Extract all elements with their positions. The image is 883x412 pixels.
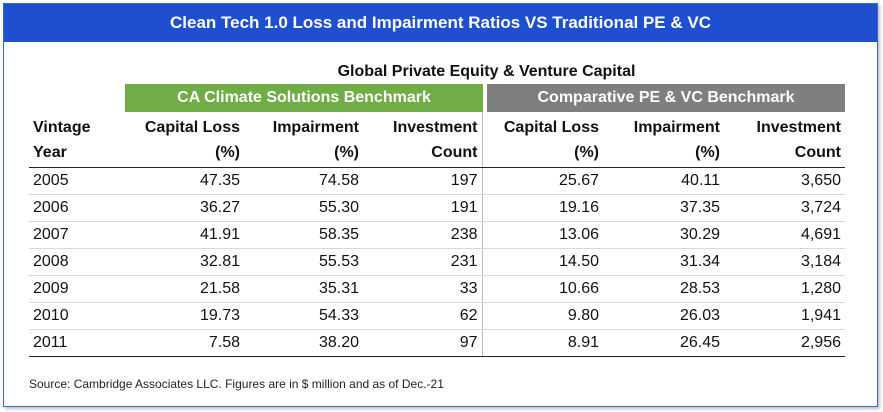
column-header-row: Vintage Year Capital Loss (%) Impairment (%) I… xyxy=(29,112,845,168)
value-cell: 97 xyxy=(363,329,482,357)
value-cell: 25.67 xyxy=(481,167,603,195)
table-row: 2010 19.73 54.33 62 9.80 26.03 1,941 xyxy=(29,302,845,330)
value-cell: 238 xyxy=(363,221,482,249)
column-header-line: (%) xyxy=(215,144,240,161)
value-cell: 9.80 xyxy=(481,302,603,330)
value-cell: 40.11 xyxy=(603,167,724,195)
value-cell: 26.45 xyxy=(603,329,724,357)
value-cell: 2,956 xyxy=(724,329,845,357)
column-header-line: Vintage xyxy=(33,119,91,136)
banner-title: Clean Tech 1.0 Loss and Impairment Ratio… xyxy=(4,4,877,42)
group-header-climate: CA Climate Solutions Benchmark xyxy=(125,84,483,112)
column-header: Impairment (%) xyxy=(603,112,724,168)
table-row: 2007 41.91 58.35 238 13.06 30.29 4,691 xyxy=(29,221,845,249)
column-header-line: Capital Loss xyxy=(144,119,240,136)
value-cell: 231 xyxy=(363,248,482,276)
value-cell: 26.03 xyxy=(603,302,724,330)
value-cell: 37.35 xyxy=(603,194,724,222)
value-cell: 7.58 xyxy=(125,329,244,357)
column-header: Impairment (%) xyxy=(244,112,363,168)
value-cell: 3,724 xyxy=(724,194,845,222)
value-cell: 197 xyxy=(363,167,482,195)
value-cell: 38.20 xyxy=(244,329,363,357)
group-spacer xyxy=(29,84,125,112)
vintage-year-cell: 2009 xyxy=(29,275,125,303)
vintage-year-cell: 2007 xyxy=(29,221,125,249)
value-cell: 47.35 xyxy=(125,167,244,195)
value-cell: 10.66 xyxy=(481,275,603,303)
value-cell: 62 xyxy=(363,302,482,330)
column-header: Vintage Year xyxy=(29,112,125,168)
column-header: Capital Loss (%) xyxy=(125,112,244,168)
source-note: Source: Cambridge Associates LLC. Figure… xyxy=(29,377,444,391)
value-cell: 4,691 xyxy=(724,221,845,249)
vintage-year-cell: 2006 xyxy=(29,194,125,222)
value-cell: 1,941 xyxy=(724,302,845,330)
group-header-row: CA Climate Solutions Benchmark Comparati… xyxy=(29,84,849,112)
column-header-line: Count xyxy=(431,144,478,161)
value-cell: 58.35 xyxy=(244,221,363,249)
table-body: 2005 47.35 74.58 197 25.67 40.11 3,650 2006 36.2… xyxy=(29,167,845,357)
value-cell: 74.58 xyxy=(244,167,363,195)
column-header-line: (%) xyxy=(574,144,599,161)
benchmark-table-container: Global Private Equity & Venture Capital … xyxy=(29,60,849,357)
column-header-line: (%) xyxy=(695,144,720,161)
table-row: 2005 47.35 74.58 197 25.67 40.11 3,650 xyxy=(29,167,845,195)
value-cell: 3,650 xyxy=(724,167,845,195)
column-header-line: Impairment xyxy=(272,119,359,136)
table-row: 2009 21.58 35.31 33 10.66 28.53 1,280 xyxy=(29,275,845,303)
table-title: Global Private Equity & Venture Capital xyxy=(337,63,636,80)
value-cell: 55.53 xyxy=(244,248,363,276)
column-header: Investment Count xyxy=(724,112,845,168)
table-row: 2011 7.58 38.20 97 8.91 26.45 2,956 xyxy=(29,329,845,357)
value-cell: 14.50 xyxy=(481,248,603,276)
table-row: 2006 36.27 55.30 191 19.16 37.35 3,724 xyxy=(29,194,845,222)
value-cell: 54.33 xyxy=(244,302,363,330)
column-header-line: Year xyxy=(33,144,67,161)
figure-frame: Clean Tech 1.0 Loss and Impairment Ratio… xyxy=(3,3,878,407)
value-cell: 35.31 xyxy=(244,275,363,303)
value-cell: 1,280 xyxy=(724,275,845,303)
value-cell: 19.73 xyxy=(125,302,244,330)
column-header-line: Capital Loss xyxy=(503,119,599,136)
value-cell: 41.91 xyxy=(125,221,244,249)
column-header: Investment Count xyxy=(363,112,482,168)
value-cell: 36.27 xyxy=(125,194,244,222)
value-cell: 191 xyxy=(363,194,482,222)
vintage-year-cell: 2005 xyxy=(29,167,125,195)
vintage-year-cell: 2011 xyxy=(29,329,125,357)
benchmark-table: Vintage Year Capital Loss (%) Impairment (%) I… xyxy=(29,112,845,357)
value-cell: 28.53 xyxy=(603,275,724,303)
value-cell: 33 xyxy=(363,275,482,303)
column-header-line: (%) xyxy=(334,144,359,161)
value-cell: 3,184 xyxy=(724,248,845,276)
value-cell: 31.34 xyxy=(603,248,724,276)
column-header: Capital Loss (%) xyxy=(481,112,603,168)
value-cell: 32.81 xyxy=(125,248,244,276)
value-cell: 30.29 xyxy=(603,221,724,249)
vintage-year-cell: 2010 xyxy=(29,302,125,330)
value-cell: 55.30 xyxy=(244,194,363,222)
value-cell: 19.16 xyxy=(481,194,603,222)
group-header-comparative: Comparative PE & VC Benchmark xyxy=(487,84,845,112)
value-cell: 8.91 xyxy=(481,329,603,357)
value-cell: 13.06 xyxy=(481,221,603,249)
column-header-line: Impairment xyxy=(633,119,720,136)
column-header-line: Investment xyxy=(393,119,478,136)
value-cell: 21.58 xyxy=(125,275,244,303)
vintage-year-cell: 2008 xyxy=(29,248,125,276)
column-header-line: Investment xyxy=(756,119,841,136)
table-row: 2008 32.81 55.53 231 14.50 31.34 3,184 xyxy=(29,248,845,276)
table-header: Vintage Year Capital Loss (%) Impairment (%) I… xyxy=(29,112,845,168)
column-header-line: Count xyxy=(794,144,841,161)
